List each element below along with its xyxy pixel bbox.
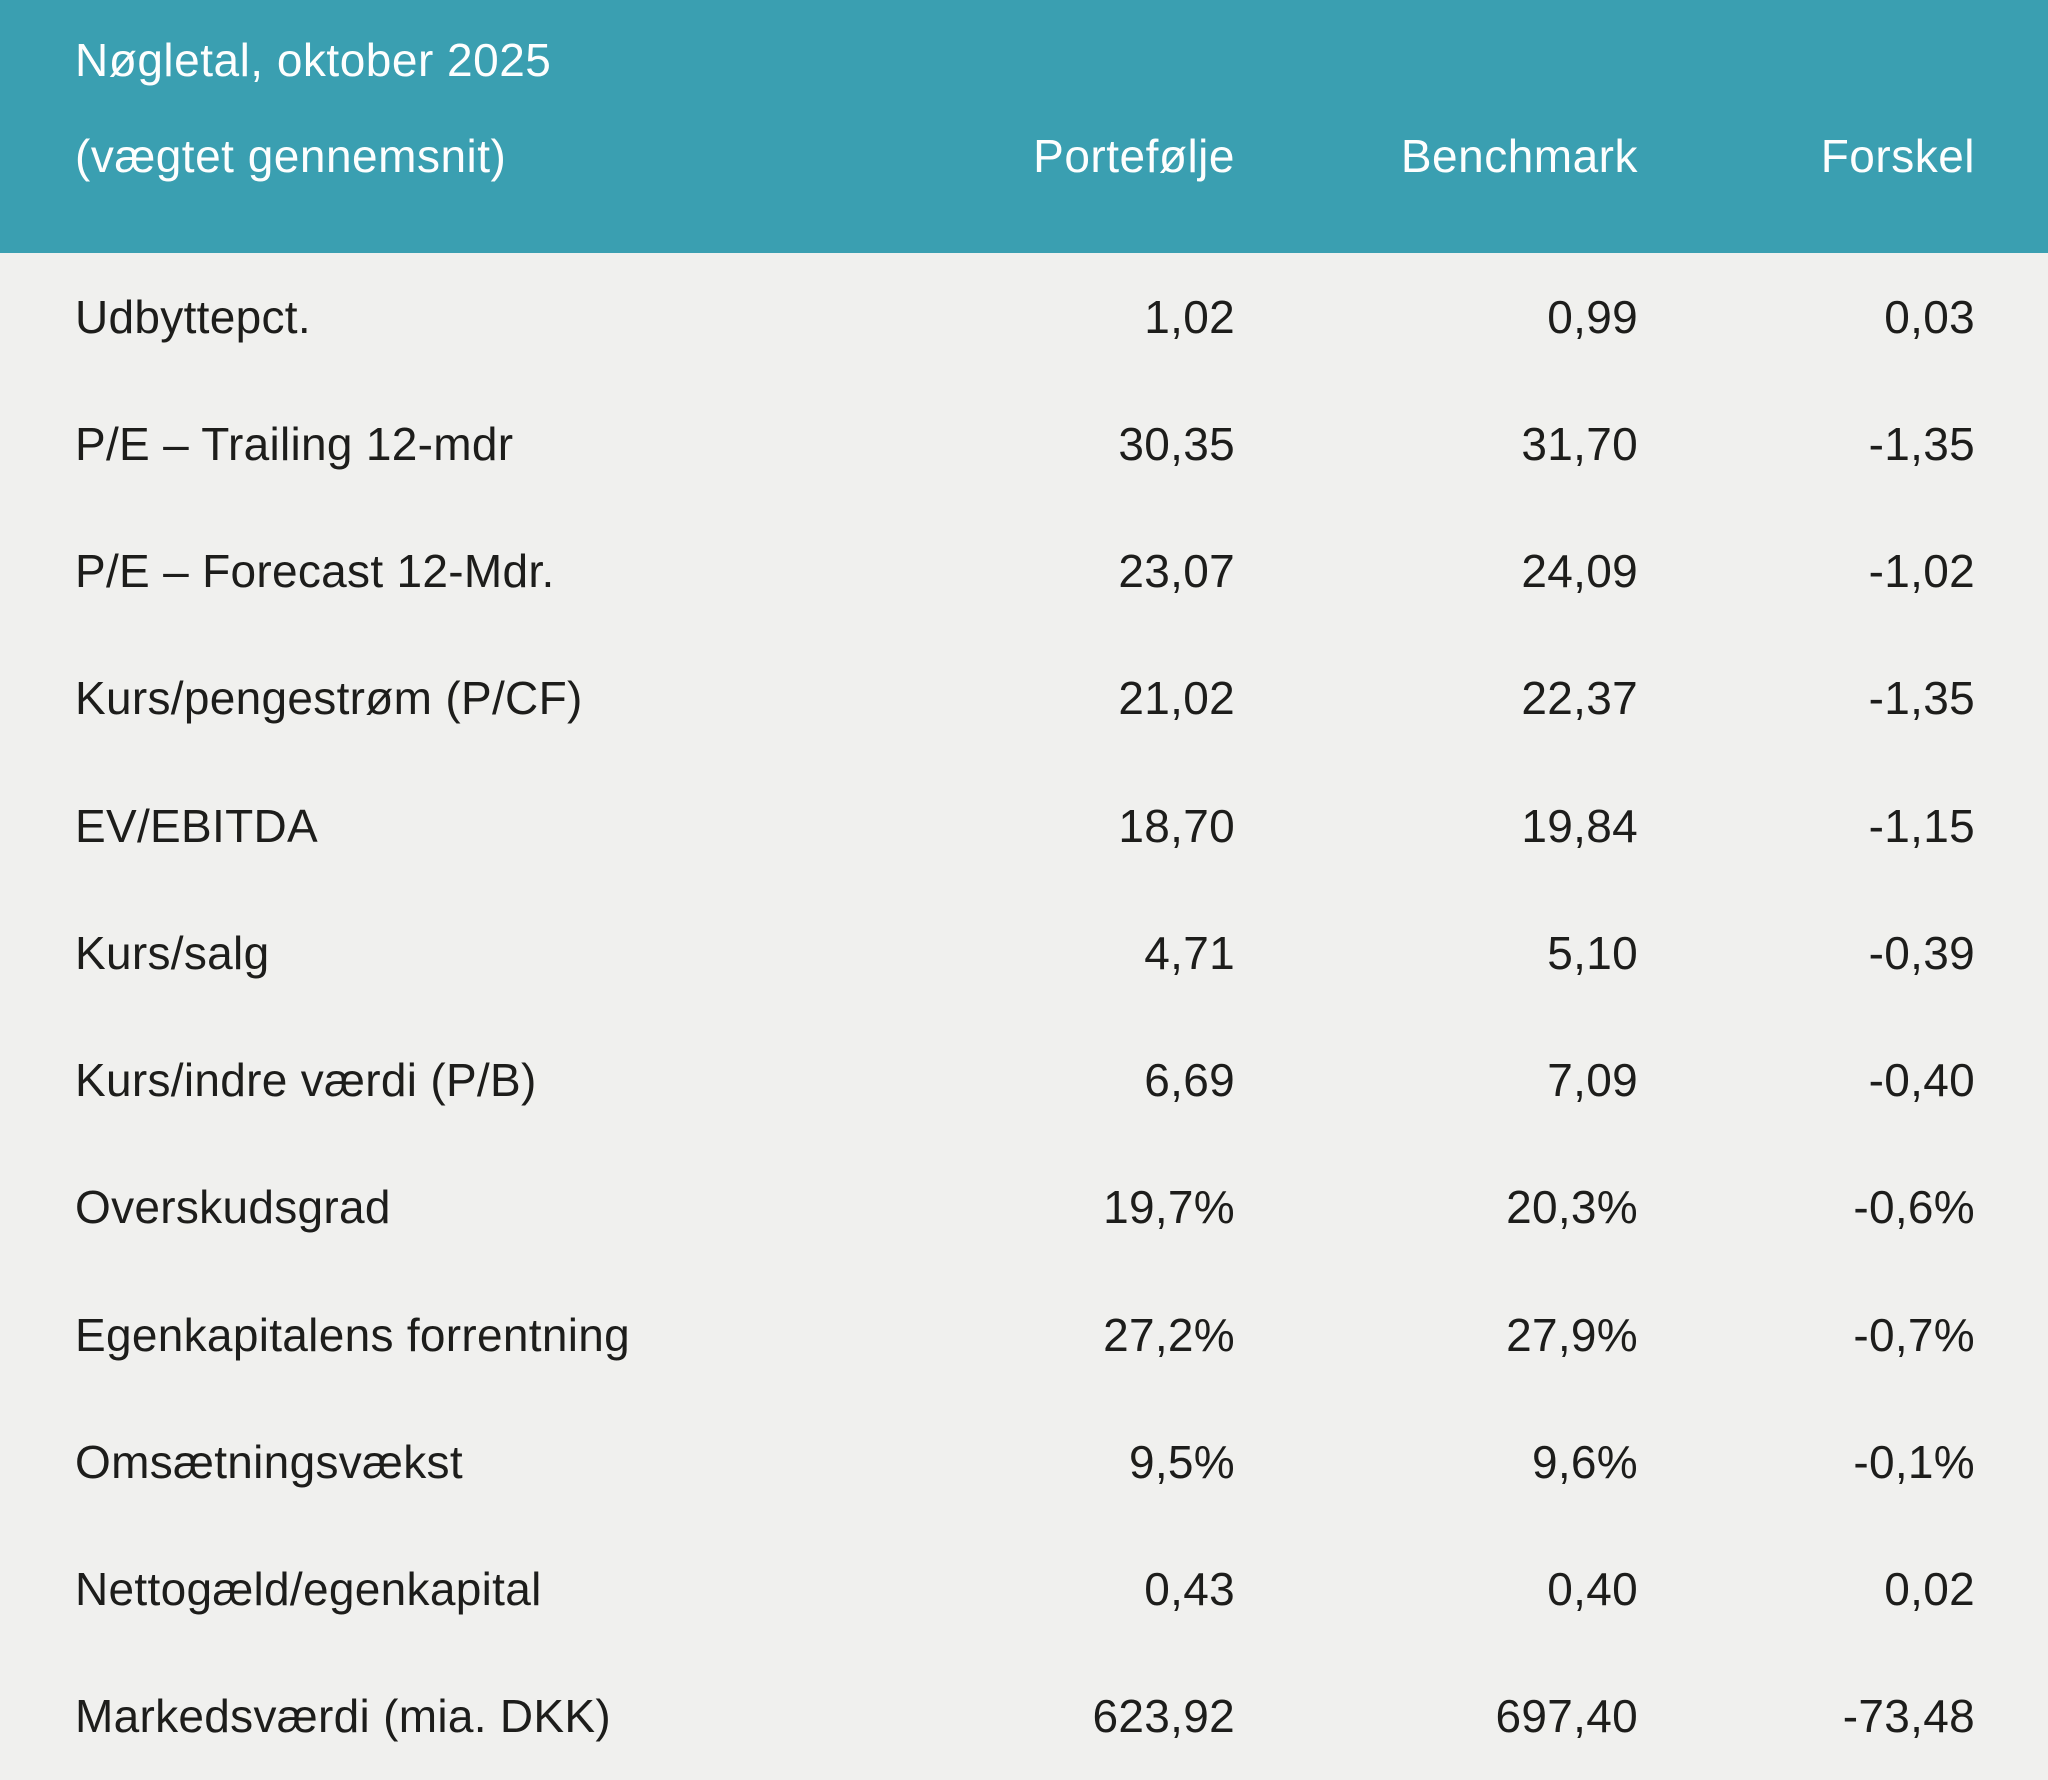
row-value-portfolio: 19,7% <box>1103 1181 1235 1234</box>
row-value-benchmark: 697,40 <box>1495 1690 1638 1743</box>
row-value-benchmark: 24,09 <box>1521 545 1638 598</box>
table-row: Markedsværdi (mia. DKK) 623,92 697,40 -7… <box>0 1653 2048 1780</box>
row-value-diff: -73,48 <box>1842 1690 1975 1743</box>
table-row: Egenkapitalens forrentning 27,2% 27,9% -… <box>0 1271 2048 1398</box>
row-label: Omsætningsvækst <box>75 1435 463 1488</box>
row-value-diff: -1,02 <box>1868 545 1975 598</box>
table-row: Udbyttepct. 1,02 0,99 0,03 <box>0 253 2048 380</box>
table-row: Omsætningsvækst 9,5% 9,6% -0,1% <box>0 1398 2048 1525</box>
row-value-diff: -1,15 <box>1868 799 1975 852</box>
row-label: Kurs/salg <box>75 926 270 979</box>
page-title: Nøgletal, oktober 2025 <box>75 34 552 86</box>
row-label: Udbyttepct. <box>75 290 311 343</box>
row-value-portfolio: 21,02 <box>1118 672 1235 725</box>
row-label: Kurs/indre værdi (P/B) <box>75 1054 537 1107</box>
row-value-diff: -0,6% <box>1853 1181 1975 1234</box>
row-value-benchmark: 31,70 <box>1521 417 1638 470</box>
table-row: Overskudsgrad 19,7% 20,3% -0,6% <box>0 1144 2048 1271</box>
column-header-row: (vægtet gennemsnit) Portefølje Benchmark… <box>0 129 2048 183</box>
row-value-benchmark: 22,37 <box>1521 672 1638 725</box>
row-value-portfolio: 18,70 <box>1118 799 1235 852</box>
column-header-benchmark: Benchmark <box>1400 129 1638 182</box>
table-row: Kurs/pengestrøm (P/CF) 21,02 22,37 -1,35 <box>0 635 2048 762</box>
row-value-portfolio: 1,02 <box>1144 290 1235 343</box>
row-value-diff: -0,39 <box>1868 926 1975 979</box>
table-body: Udbyttepct. 1,02 0,99 0,03 P/E – Trailin… <box>0 253 2048 1780</box>
row-value-benchmark: 0,99 <box>1547 290 1638 343</box>
row-value-portfolio: 4,71 <box>1144 926 1235 979</box>
row-value-portfolio: 0,43 <box>1144 1563 1235 1616</box>
row-value-diff: 0,02 <box>1884 1563 1975 1616</box>
row-value-diff: 0,03 <box>1884 290 1975 343</box>
row-label: Nettogæld/egenkapital <box>75 1563 542 1616</box>
row-value-portfolio: 30,35 <box>1118 417 1235 470</box>
row-value-diff: -0,40 <box>1868 1054 1975 1107</box>
row-value-portfolio: 9,5% <box>1128 1435 1235 1488</box>
row-value-portfolio: 23,07 <box>1118 545 1235 598</box>
table-row: EV/EBITDA 18,70 19,84 -1,15 <box>0 762 2048 889</box>
row-label: Kurs/pengestrøm (P/CF) <box>75 672 583 725</box>
row-label: P/E – Trailing 12-mdr <box>75 417 514 470</box>
row-value-benchmark: 5,10 <box>1547 926 1638 979</box>
row-value-diff: -0,7% <box>1853 1308 1975 1361</box>
row-value-diff: -1,35 <box>1868 417 1975 470</box>
row-label: Markedsværdi (mia. DKK) <box>75 1690 611 1743</box>
row-label: EV/EBITDA <box>75 799 318 852</box>
row-value-benchmark: 27,9% <box>1506 1308 1638 1361</box>
column-header-diff: Forskel <box>1820 129 1975 182</box>
row-label: Egenkapitalens forrentning <box>75 1308 631 1361</box>
table-row: Kurs/salg 4,71 5,10 -0,39 <box>0 889 2048 1016</box>
row-label: Overskudsgrad <box>75 1181 391 1234</box>
row-label: P/E – Forecast 12-Mdr. <box>75 545 555 598</box>
subtitle: (vægtet gennemsnit) <box>75 129 507 182</box>
table-header-band: Nøgletal, oktober 2025 (vægtet gennemsni… <box>0 0 2048 253</box>
row-value-benchmark: 9,6% <box>1531 1435 1638 1488</box>
table-row: Nettogæld/egenkapital 0,43 0,40 0,02 <box>0 1526 2048 1653</box>
row-value-benchmark: 7,09 <box>1547 1054 1638 1107</box>
table-row: P/E – Trailing 12-mdr 30,35 31,70 -1,35 <box>0 380 2048 507</box>
row-value-benchmark: 19,84 <box>1521 799 1638 852</box>
row-value-portfolio: 27,2% <box>1103 1308 1235 1361</box>
row-value-diff: -1,35 <box>1868 672 1975 725</box>
row-value-portfolio: 623,92 <box>1092 1690 1235 1743</box>
table-row: Kurs/indre værdi (P/B) 6,69 7,09 -0,40 <box>0 1017 2048 1144</box>
row-value-diff: -0,1% <box>1853 1435 1975 1488</box>
table-row: P/E – Forecast 12-Mdr. 23,07 24,09 -1,02 <box>0 508 2048 635</box>
row-value-benchmark: 0,40 <box>1547 1563 1638 1616</box>
row-value-portfolio: 6,69 <box>1144 1054 1235 1107</box>
row-value-benchmark: 20,3% <box>1506 1181 1638 1234</box>
column-header-portfolio: Portefølje <box>1033 129 1235 182</box>
